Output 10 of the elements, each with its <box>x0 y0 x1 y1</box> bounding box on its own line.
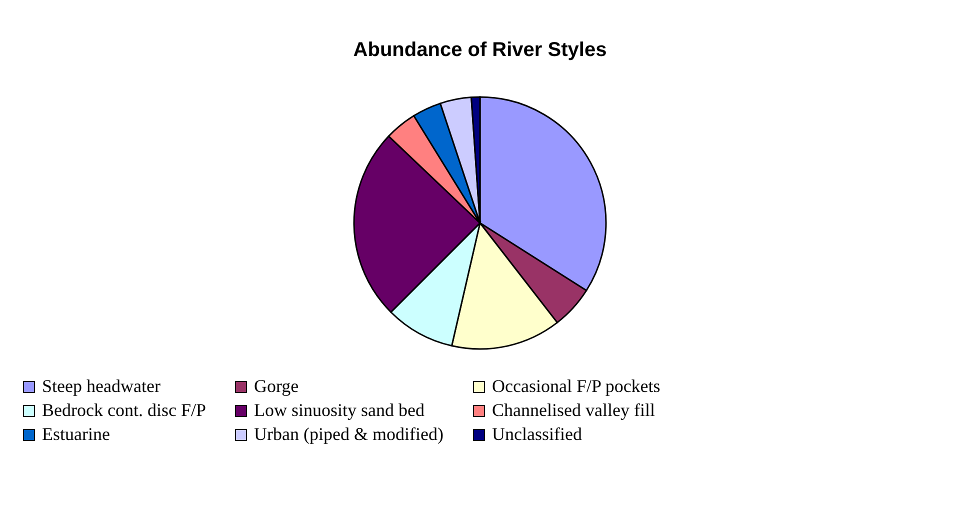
legend-label: Unclassified <box>492 424 582 444</box>
legend-label: Low sinuosity sand bed <box>254 400 424 420</box>
legend-label: Steep headwater <box>42 376 160 396</box>
legend-label: Estuarine <box>42 424 110 444</box>
chart-title: Abundance of River Styles <box>353 39 607 61</box>
legend-label: Channelised valley fill <box>492 400 655 420</box>
legend-label: Urban (piped & modified) <box>254 424 444 444</box>
legend-label: Bedrock cont. disc F/P <box>42 400 206 420</box>
legend-label: Gorge <box>254 376 299 396</box>
legend-label: Occasional F/P pockets <box>492 376 660 396</box>
